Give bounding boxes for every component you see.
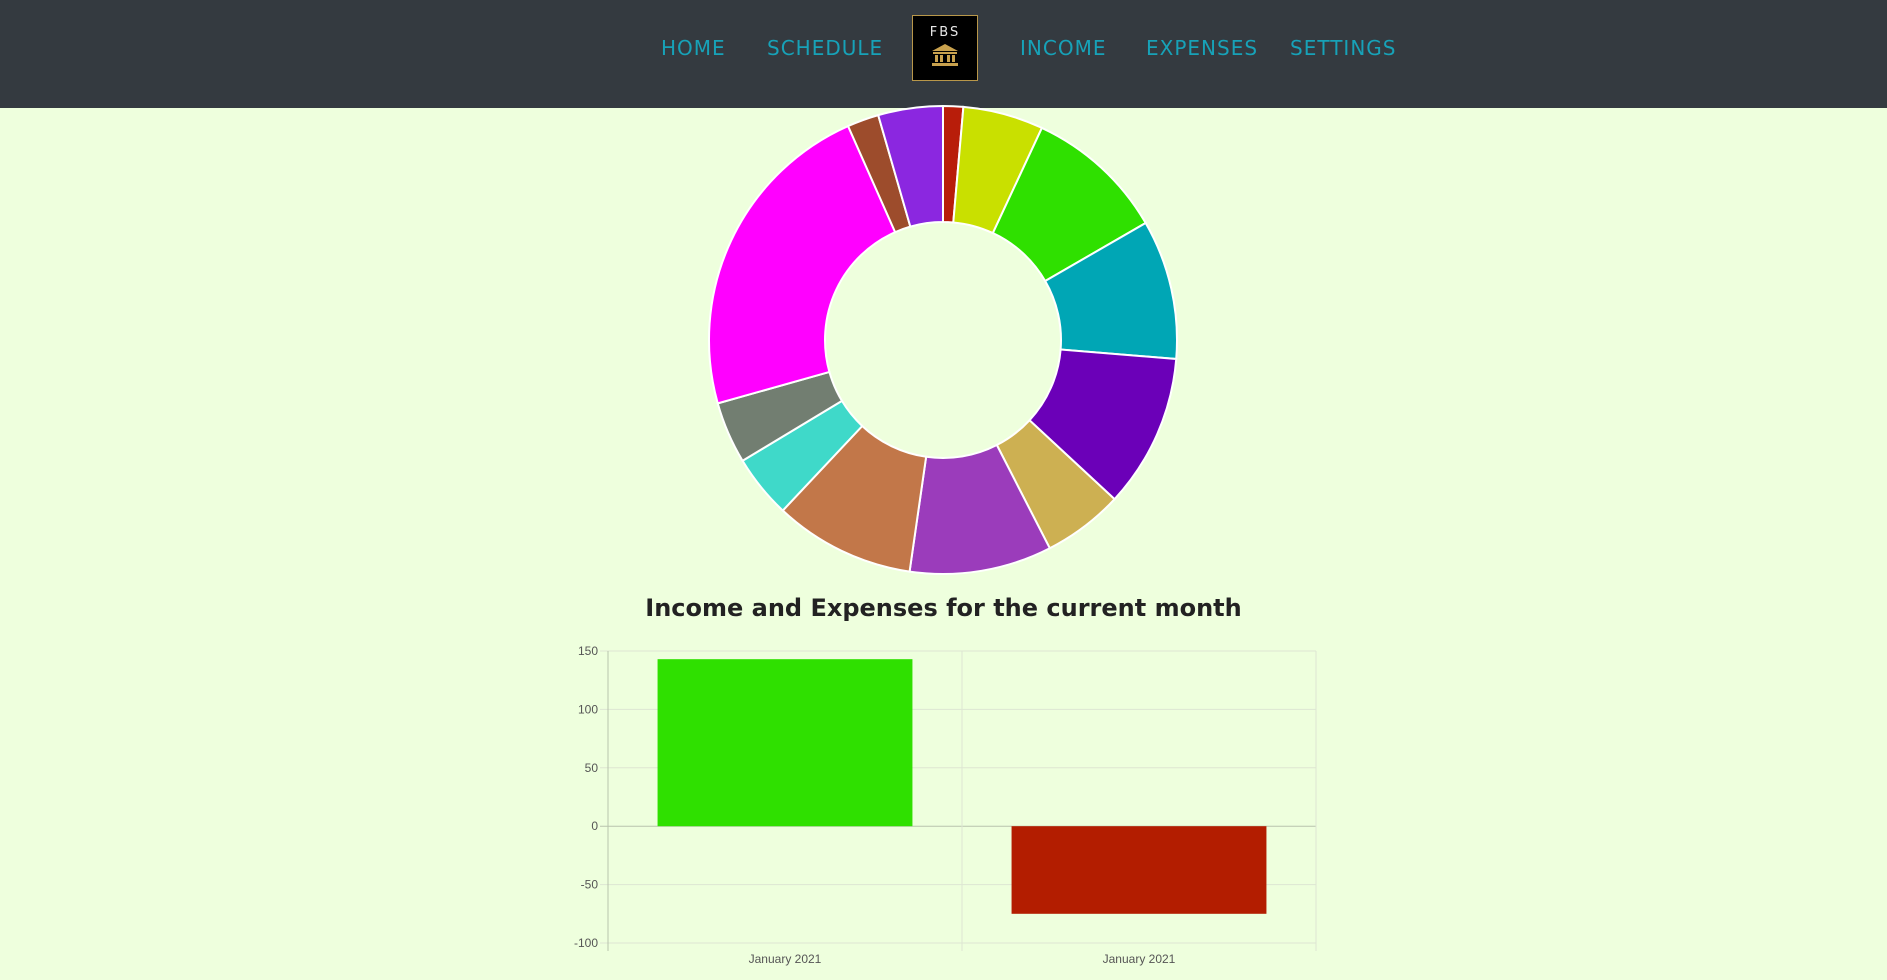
bank-icon [932,44,958,66]
bar[interactable] [1011,826,1267,914]
logo-text: FBS [929,25,961,40]
logo[interactable]: FBS [912,15,978,81]
y-tick-label: 0 [591,819,598,833]
bar-chart-title: Income and Expenses for the current mont… [645,594,1242,622]
x-tick-label: January 2021 [1103,952,1176,966]
x-tick-label: January 2021 [749,952,822,966]
donut-slice[interactable] [708,124,897,405]
donut-slice[interactable] [876,104,944,228]
nav-link-income[interactable]: INCOME [1020,36,1107,60]
nav-link-settings[interactable]: SETTINGS [1290,36,1397,60]
nav-link-schedule[interactable]: SCHEDULE [767,36,884,60]
y-tick-label: -100 [574,936,598,950]
y-tick-label: 150 [578,644,598,658]
nav-link-home[interactable]: HOME [661,36,726,60]
y-tick-label: 50 [585,761,599,775]
bar[interactable] [657,659,913,827]
expenses-donut-chart [708,104,1178,575]
y-tick-label: 100 [578,702,598,716]
nav-link-expenses[interactable]: EXPENSES [1146,36,1259,60]
navbar: HOME SCHEDULE FBS INCOME EXPENSES SETTIN… [0,0,1887,108]
y-tick-label: -50 [581,878,599,892]
